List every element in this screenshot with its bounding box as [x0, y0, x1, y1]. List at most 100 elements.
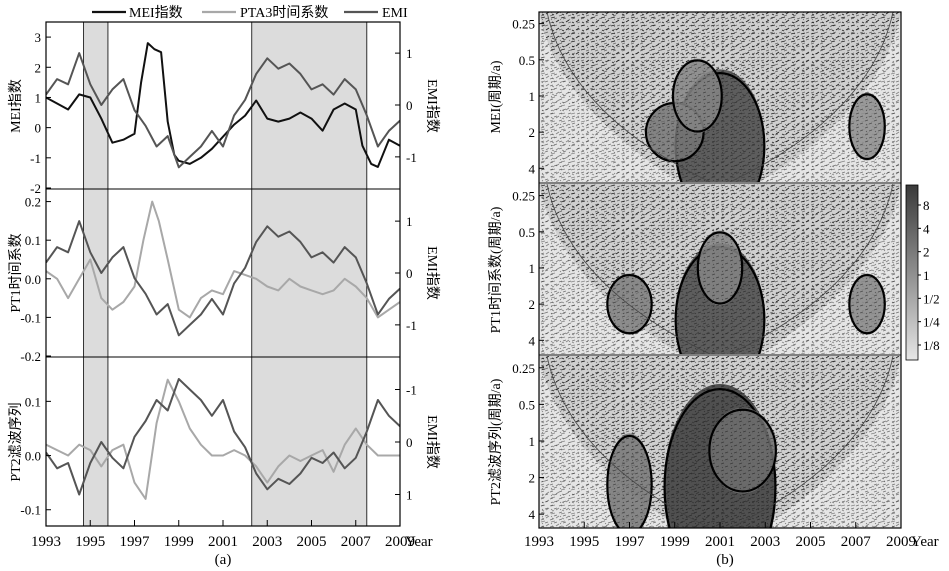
cone-of-influence-line — [546, 12, 894, 182]
panel-b: 0.25 0.5 1 2 4 0.25 0.5 1 2 4 0.25 0.5 1 2 4 1993 1995 19… — [488, 11, 940, 568]
y-tick-label: -1 — [30, 151, 41, 166]
y2-tick-label: 0 — [406, 435, 413, 450]
y2-tick-label: -1 — [406, 150, 417, 165]
y-tick-label: 3 — [35, 30, 42, 45]
y2label-emi-2: EMI指数 — [424, 246, 440, 300]
colorbar-ticks: 8 4 2 1 1/2 1/4 1/8 — [918, 198, 940, 353]
series-line-emi — [46, 220, 400, 337]
x-tick-label: 1993 — [31, 534, 61, 550]
x-tick-label: 2009 — [886, 534, 916, 550]
period-tick-label: 0.25 — [512, 189, 535, 204]
y2-tick-label: 1 — [406, 214, 413, 229]
ylabel-wavelet-mei: MEI(周期/a) — [488, 60, 504, 133]
panel-a-axes: 3 2 1 0 -1 -2 1 0 -1 0.2 0.1 0.0 -0.1 -0.2 1 0 -1 0.1 0.0 -… — [20, 30, 416, 550]
subplot-pt2 — [46, 378, 400, 500]
y2-tick-label: -1 — [406, 318, 417, 333]
x-tick-label: 1997 — [120, 534, 151, 550]
series-line-pta3 — [46, 378, 400, 500]
period-tick-label: 1 — [529, 434, 536, 449]
colorbar-tick-label: 1/4 — [923, 315, 940, 330]
legend-label-emi: EMI — [382, 6, 408, 21]
period-tick-label: 0.25 — [512, 17, 535, 32]
colorbar — [905, 184, 919, 361]
x-tick-label: 2005 — [796, 534, 826, 550]
x-tick-label: 1993 — [524, 534, 554, 550]
wavelet-pt1 — [539, 184, 901, 354]
x-axis-label-a: Year — [405, 534, 433, 550]
y-tick-label: 0.1 — [25, 233, 41, 248]
subplot-pt1 — [46, 200, 400, 337]
legend-label-mei: MEI指数 — [129, 5, 183, 21]
colorbar-tick-label: 1 — [923, 268, 930, 283]
colorbar-tick-label: 4 — [923, 221, 930, 236]
y-tick-label: 2 — [35, 60, 42, 75]
period-tick-label: 2 — [529, 125, 536, 140]
x-tick-label: 1995 — [75, 534, 105, 550]
panel-a: 3 2 1 0 -1 -2 1 0 -1 0.2 0.1 0.0 -0.1 -0.2 1 0 -1 0.1 0.0 -… — [8, 21, 440, 568]
x-tick-label: 2001 — [208, 534, 238, 550]
y2-tick-label: 0 — [406, 266, 413, 281]
period-tick-label: 2 — [529, 297, 536, 312]
y2-tick-label: 0 — [406, 98, 413, 113]
y2label-emi-3: EMI指数 — [424, 415, 440, 469]
shaded-period — [251, 21, 368, 527]
x-tick-label: 2003 — [750, 534, 780, 550]
x-tick-label: 2007 — [341, 534, 372, 550]
period-tick-label: 0.5 — [519, 397, 535, 412]
y-tick-label: 0.0 — [25, 449, 41, 464]
x-tick-label: 1997 — [615, 534, 646, 550]
y-tick-label: 0.2 — [25, 195, 41, 210]
y2-tick-label: 1 — [406, 46, 413, 61]
x-tick-label: 2007 — [841, 534, 872, 550]
y-tick-label: 0 — [35, 121, 42, 136]
legend: MEI指数 PTA3时间系数 EMI — [92, 5, 408, 21]
x-tick-label: 1999 — [660, 534, 690, 550]
colorbar-tick-label: 1/8 — [923, 338, 940, 353]
colorbar-tick-label: 8 — [923, 198, 930, 213]
cone-of-influence-line — [546, 184, 894, 354]
period-tick-label: 4 — [529, 507, 536, 522]
y-tick-label: -0.2 — [20, 349, 41, 364]
phase-arrows — [539, 184, 901, 354]
period-tick-label: 1 — [529, 89, 536, 104]
phase-arrows — [539, 356, 901, 528]
x-tick-label: 2005 — [297, 534, 327, 550]
caption-a: (a) — [215, 552, 232, 568]
y-tick-label: 0.1 — [25, 394, 41, 409]
legend-label-pta3: PTA3时间系数 — [240, 5, 328, 21]
y-tick-label: 1 — [35, 90, 42, 105]
series-line-mei — [46, 42, 400, 168]
x-tick-label: 1999 — [164, 534, 194, 550]
period-tick-label: 4 — [529, 333, 536, 348]
period-tick-label: 0.5 — [519, 53, 535, 68]
ylabel-pt1: PT1时间系数 — [8, 233, 24, 312]
x-axis-label-b: Year — [911, 534, 939, 550]
y-tick-label: -0.1 — [20, 503, 41, 518]
cone-of-influence-line — [546, 356, 894, 528]
x-tick-label: 2003 — [252, 534, 282, 550]
period-tick-label: 1 — [529, 261, 536, 276]
phase-arrows — [539, 12, 901, 182]
y-tick-label: -2 — [30, 181, 41, 196]
series-line-pta3 — [46, 200, 400, 319]
y2label-emi-1: EMI指数 — [424, 79, 440, 133]
wavelet-pt2 — [539, 356, 901, 528]
subplot-mei — [46, 42, 400, 169]
series-line-emi — [46, 52, 400, 169]
colorbar-tick-label: 1/2 — [923, 291, 940, 306]
x-tick-label: 2009 — [385, 534, 415, 550]
period-tick-label: 0.25 — [512, 361, 535, 376]
x-tick-label: 2001 — [705, 534, 735, 550]
period-tick-label: 4 — [529, 161, 536, 176]
ylabel-wavelet-pt2: PT2滤波序列(周期/a) — [488, 378, 504, 505]
ylabel-wavelet-pt1: PT1时间系数(周期/a) — [488, 206, 504, 333]
panel-b-axes: 0.25 0.5 1 2 4 0.25 0.5 1 2 4 0.25 0.5 1 2 4 1993 1995 19… — [512, 17, 916, 550]
caption-b: (b) — [716, 552, 734, 568]
period-tick-label: 0.5 — [519, 225, 535, 240]
period-tick-label: 2 — [529, 471, 536, 486]
colorbar-tick-label: 2 — [923, 245, 930, 260]
y2-tick-label: -1 — [406, 383, 417, 398]
ylabel-pt2: PT2滤波序列 — [8, 402, 24, 481]
x-tick-label: 1995 — [569, 534, 599, 550]
